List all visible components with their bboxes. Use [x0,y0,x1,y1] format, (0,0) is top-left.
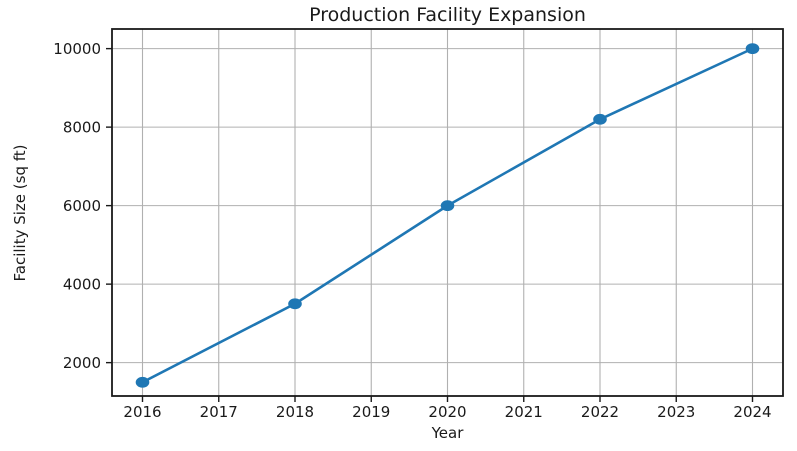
data-point [135,376,150,388]
x-tick-label: 2021 [505,403,543,421]
x-tick-label: 2023 [657,403,695,421]
y-tick-label: 10000 [53,40,101,58]
y-tick-label: 2000 [63,354,101,372]
y-tick-label: 6000 [63,197,101,215]
chart-title: Production Facility Expansion [309,4,586,26]
data-point [593,113,607,125]
y-tick-label: 4000 [63,276,101,294]
x-tick-label: 2018 [276,403,314,421]
x-tick-label: 2019 [352,403,390,421]
x-tick-label: 2016 [123,403,161,421]
x-tick-label: 2024 [733,403,771,421]
x-axis-label: Year [431,424,464,442]
data-point [288,298,302,310]
x-tick-label: 2017 [200,403,238,421]
x-tick-label: 2022 [581,403,619,421]
y-tick-label: 8000 [63,119,101,137]
data-point [745,43,760,55]
data-point [440,200,455,212]
x-tick-label: 2020 [428,403,466,421]
